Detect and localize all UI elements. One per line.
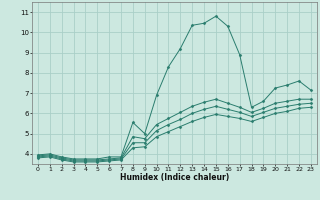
X-axis label: Humidex (Indice chaleur): Humidex (Indice chaleur) <box>120 173 229 182</box>
